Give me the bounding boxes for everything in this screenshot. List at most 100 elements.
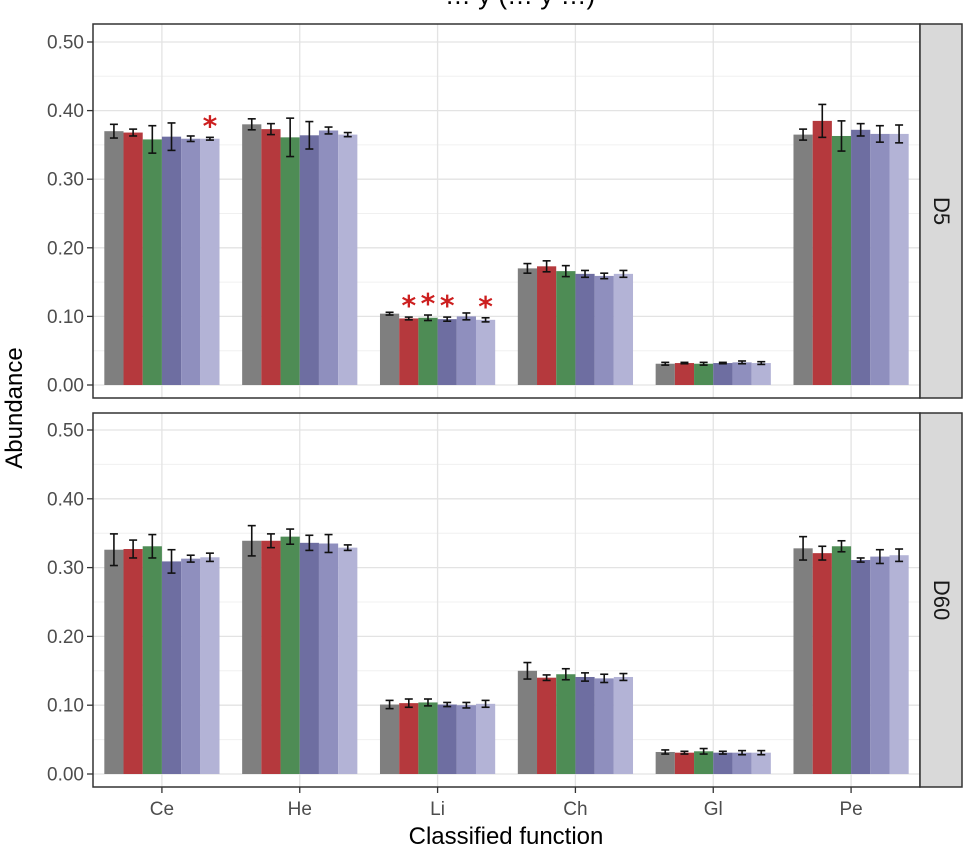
bar-Gl-3 <box>694 363 714 385</box>
bar-Gl-5 <box>732 362 752 385</box>
bar-He-2 <box>261 129 281 385</box>
x-tick-label: He <box>288 799 312 820</box>
y-tick-label: 0.50 <box>47 33 84 54</box>
bar-He-5 <box>318 543 339 774</box>
bar-He-6 <box>338 134 358 385</box>
y-tick-label: 0.20 <box>47 627 84 648</box>
bar-Ce-6 <box>200 557 220 774</box>
bar-Ch-1 <box>517 268 538 385</box>
panel-background <box>93 413 920 787</box>
bar-Pe-1 <box>793 134 813 385</box>
bar-Pe-5 <box>870 556 890 774</box>
x-axis-label: Classified function <box>409 823 604 849</box>
bar-Li-1 <box>379 704 400 774</box>
facet-label: D5 <box>929 197 954 225</box>
bar-Li-5 <box>456 316 476 385</box>
y-tick-label: 0.10 <box>47 307 84 328</box>
y-tick-label: 0.10 <box>47 696 84 717</box>
bar-Gl-1 <box>655 751 675 774</box>
y-tick-label: 0.30 <box>47 558 84 579</box>
bar-Ch-6 <box>613 676 634 774</box>
panel-D5: 0.000.100.200.300.400.50** * * *D5 <box>47 23 963 399</box>
bar-He-2 <box>261 540 281 774</box>
bar-He-4 <box>299 542 319 774</box>
bar-He-5 <box>318 130 339 385</box>
x-tick-label: Li <box>430 799 445 820</box>
bar-Pe-2 <box>812 120 832 385</box>
bar-Ch-3 <box>556 271 576 385</box>
bar-Ch-5 <box>594 678 614 774</box>
bar-Ce-3 <box>142 139 162 385</box>
bar-He-1 <box>242 540 262 774</box>
x-axis-ticks: Ce He Li Ch Gl Pe <box>150 787 863 820</box>
bar-Ce-1 <box>104 131 124 385</box>
bar-Ce-2 <box>123 549 143 774</box>
bar-He-1 <box>242 124 262 385</box>
bar-Gl-4 <box>713 752 733 774</box>
bar-Gl-5 <box>732 752 752 774</box>
x-tick-label: Ch <box>563 799 587 820</box>
significance-marker: * <box>401 289 416 322</box>
bar-Pe-3 <box>831 135 852 385</box>
bar-Ce-4 <box>161 561 182 774</box>
bar-Ch-3 <box>556 674 576 774</box>
panel-D60: 0.00 0.10 0.20 0.30 0.40 0.50 D60 <box>47 412 963 788</box>
bar-Gl-2 <box>674 752 695 774</box>
y-tick-label: 0.30 <box>47 170 84 191</box>
bar-Ch-5 <box>594 275 614 385</box>
bar-Li-2 <box>399 318 419 385</box>
bar-He-4 <box>299 135 319 385</box>
bar-He-3 <box>280 137 300 385</box>
y-tick-label: 0.40 <box>47 101 84 122</box>
bar-Ch-4 <box>575 273 595 385</box>
bar-Ce-1 <box>104 549 124 774</box>
bar-Gl-1 <box>655 363 675 385</box>
bar-Gl-3 <box>694 751 714 774</box>
y-tick-label: 0.20 <box>47 238 84 259</box>
bar-Gl-2 <box>674 363 695 385</box>
bar-Gl-6 <box>751 752 771 774</box>
y-tick-label: 0.00 <box>47 765 84 786</box>
bar-Li-3 <box>418 702 438 774</box>
bar-Li-2 <box>399 703 419 774</box>
panel-background <box>93 24 920 398</box>
facet-label: D60 <box>929 580 954 620</box>
chart-title: … y (… y …) <box>445 0 595 10</box>
bar-Li-6 <box>475 319 496 385</box>
bar-Ce-2 <box>123 132 143 385</box>
significance-marker: * <box>478 290 493 323</box>
bar-Ch-4 <box>575 676 595 774</box>
bar-Li-1 <box>379 313 400 385</box>
x-tick-label: Pe <box>839 799 862 820</box>
bar-Pe-4 <box>851 129 871 385</box>
bar-Gl-4 <box>713 363 733 385</box>
x-tick-label: Ce <box>150 799 174 820</box>
bar-Li-4 <box>437 319 457 385</box>
y-tick-label: 0.40 <box>47 489 84 510</box>
bar-He-6 <box>338 547 358 774</box>
significance-marker: * <box>421 287 436 320</box>
bar-Ch-2 <box>537 266 557 385</box>
bar-Ch-6 <box>613 273 634 385</box>
bar-Ce-5 <box>181 558 201 774</box>
facet-strip <box>919 412 963 788</box>
bar-Ce-6 <box>200 138 220 385</box>
bar-Ce-4 <box>161 136 182 385</box>
bar-Gl-6 <box>751 363 771 385</box>
panels: 0.000.100.200.300.400.50** * * *D50.000.100… <box>47 23 963 788</box>
bar-Ce-3 <box>142 546 162 774</box>
y-tick-label: 0.00 <box>47 376 84 397</box>
x-tick-label: Gl <box>704 799 723 820</box>
bar-Pe-1 <box>793 548 813 774</box>
bar-Ce-5 <box>181 138 201 385</box>
bar-Li-3 <box>418 317 438 385</box>
y-axis-label: Abundance <box>1 347 28 468</box>
bar-Pe-2 <box>812 553 832 774</box>
facet-strip <box>919 23 963 399</box>
bar-Pe-5 <box>870 133 890 385</box>
bar-Ch-2 <box>537 677 557 774</box>
bar-Li-6 <box>475 703 496 774</box>
bar-Pe-4 <box>851 560 871 774</box>
bar-Pe-6 <box>889 133 909 385</box>
